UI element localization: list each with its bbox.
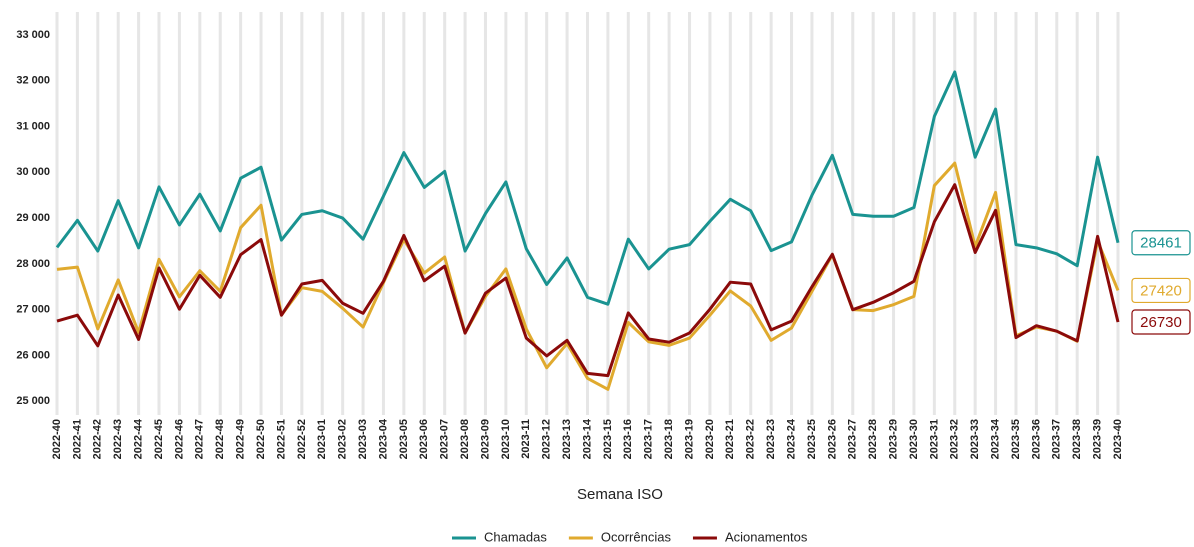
y-tick-label: 25 000 (16, 395, 50, 407)
x-tick-label: 2023-32 (949, 419, 961, 459)
y-tick-label: 32 000 (16, 75, 50, 87)
x-tick-label: 2023-05 (398, 419, 410, 459)
x-tick-label: 2023-33 (969, 419, 981, 459)
x-tick-label: 2022-41 (71, 419, 83, 459)
series-line (56, 183, 1120, 378)
x-tick-label: 2022-48 (214, 419, 226, 459)
x-tick-label: 2022-40 (51, 419, 63, 459)
x-tick-label: 2023-26 (826, 419, 838, 459)
end-label: 26730 (1140, 314, 1182, 331)
x-tick-label: 2023-28 (867, 419, 879, 459)
x-tick-label: 2023-40 (1112, 419, 1124, 459)
x-tick-label: 2023-17 (643, 419, 655, 459)
y-tick-label: 29 000 (16, 212, 50, 224)
x-tick-label: 2022-51 (275, 419, 287, 459)
x-tick-label: 2023-34 (989, 418, 1001, 459)
x-tick-label: 2022-42 (92, 419, 104, 459)
x-tick-label: 2023-12 (541, 419, 553, 459)
series-line (55, 70, 1120, 306)
y-tick-label: 31 000 (16, 120, 50, 132)
x-tick-label: 2023-22 (745, 419, 757, 459)
x-tick-label: 2023-11 (520, 419, 532, 459)
x-tick-label: 2022-52 (296, 419, 308, 459)
end-label-box (1131, 309, 1191, 335)
x-tick-label: 2023-06 (418, 419, 430, 459)
x-tick-label: 2023-14 (581, 418, 593, 459)
end-label-box (1131, 277, 1191, 304)
y-tick-label: 33 000 (16, 29, 50, 41)
legend: Chamadas Ocorrências Acionamentos (452, 529, 808, 544)
x-tick-label: 2023-19 (683, 419, 695, 459)
x-tick-label: 2023-36 (1030, 419, 1042, 459)
legend-label: Acionamentos (725, 529, 808, 544)
x-tick-label: 2023-35 (1010, 419, 1022, 459)
x-tick-label: 2023-08 (459, 419, 471, 459)
x-tick-label: 2023-10 (500, 419, 512, 459)
x-tick-label: 2023-18 (663, 419, 675, 459)
y-tick-label: 26 000 (16, 349, 50, 361)
x-tick-label: 2023-20 (704, 419, 716, 459)
legend-label: Ocorrências (601, 529, 672, 544)
x-tick-label: 2023-31 (928, 419, 940, 459)
end-label: 28461 (1140, 235, 1182, 252)
x-tick-label: 2023-16 (622, 419, 634, 459)
end-label: 27420 (1140, 282, 1182, 299)
end-label-box (1131, 230, 1191, 256)
x-tick-label: 2023-27 (847, 419, 859, 459)
x-tick-label: 2022-43 (112, 419, 124, 459)
y-tick-label: 28 000 (16, 258, 50, 270)
legend-label: Chamadas (484, 529, 547, 544)
x-tick-label: 2023-23 (765, 419, 777, 459)
x-tick-label: 2022-44 (133, 418, 145, 459)
x-tick-label: 2022-45 (153, 419, 165, 459)
x-tick-label: 2023-29 (887, 419, 899, 459)
x-tick-label: 2023-38 (1071, 419, 1083, 459)
y-tick-label: 30 000 (16, 166, 50, 178)
x-tick-label: 2022-50 (255, 419, 267, 459)
x-axis-title: Semana ISO (577, 486, 663, 503)
x-tick-label: 2023-09 (479, 419, 491, 459)
x-tick-label: 2023-25 (806, 419, 818, 459)
x-tick-label: 2023-04 (377, 418, 389, 459)
x-tick-label: 2023-03 (357, 419, 369, 459)
x-tick-label: 2023-39 (1092, 419, 1104, 459)
x-tick-label: 2023-07 (439, 419, 451, 459)
x-tick-label: 2023-02 (337, 419, 349, 459)
series-line (56, 161, 1120, 391)
x-tick-label: 2023-21 (724, 419, 736, 459)
x-tick-label: 2023-13 (561, 419, 573, 459)
x-tick-label: 2023-15 (602, 419, 614, 459)
x-tick-label: 2023-24 (785, 418, 797, 459)
x-tick-label: 2023-30 (908, 419, 920, 459)
x-tick-label: 2023-37 (1051, 419, 1063, 459)
x-tick-label: 2022-49 (235, 419, 247, 459)
y-tick-label: 27 000 (16, 304, 50, 316)
x-tick-label: 2022-46 (173, 419, 185, 459)
x-tick-label: 2022-47 (194, 419, 206, 459)
x-tick-label: 2023-01 (316, 419, 328, 459)
